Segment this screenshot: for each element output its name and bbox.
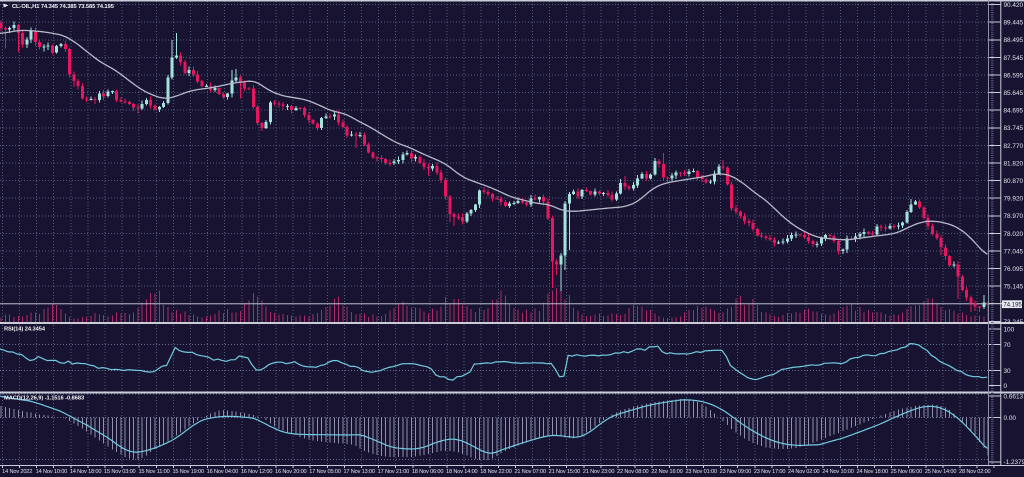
svg-text:17 Nov 05:00: 17 Nov 05:00 bbox=[309, 469, 341, 475]
svg-text:83.745: 83.745 bbox=[1004, 125, 1024, 132]
svg-text:18 Nov 06:00: 18 Nov 06:00 bbox=[412, 469, 444, 475]
svg-text:22 Nov 08:00: 22 Nov 08:00 bbox=[617, 469, 649, 475]
svg-text:22 Nov 16:00: 22 Nov 16:00 bbox=[651, 469, 683, 475]
svg-text:25 Nov 06:00: 25 Nov 06:00 bbox=[891, 469, 923, 475]
svg-text:15 Nov 11:00: 15 Nov 11:00 bbox=[138, 469, 169, 475]
svg-text:76.095: 76.095 bbox=[1004, 266, 1024, 273]
svg-text:0.6613: 0.6613 bbox=[1004, 393, 1024, 400]
svg-text:21 Nov 15:00: 21 Nov 15:00 bbox=[549, 469, 581, 475]
svg-text:28 Nov 02:00: 28 Nov 02:00 bbox=[959, 469, 991, 475]
svg-text:14 Nov 2022: 14 Nov 2022 bbox=[2, 469, 32, 475]
svg-text:85.645: 85.645 bbox=[1004, 90, 1024, 97]
svg-text:89.445: 89.445 bbox=[1004, 20, 1024, 27]
svg-text:80.870: 80.870 bbox=[1004, 178, 1024, 185]
svg-text:23 Nov 17:00: 23 Nov 17:00 bbox=[754, 469, 786, 475]
svg-text:77.045: 77.045 bbox=[1004, 248, 1024, 255]
svg-text:25 Nov 14:00: 25 Nov 14:00 bbox=[925, 469, 957, 475]
svg-text:15 Nov 03:00: 15 Nov 03:00 bbox=[104, 469, 136, 475]
svg-text:78.970: 78.970 bbox=[1004, 213, 1024, 220]
svg-text:30: 30 bbox=[1004, 368, 1012, 375]
svg-text:23 Nov 09:00: 23 Nov 09:00 bbox=[720, 469, 752, 475]
svg-text:74.195: 74.195 bbox=[1003, 303, 1022, 309]
svg-text:24 Nov 18:00: 24 Nov 18:00 bbox=[856, 469, 888, 475]
svg-text:RSI(14) 24.3454: RSI(14) 24.3454 bbox=[4, 327, 46, 333]
svg-text:79.920: 79.920 bbox=[1004, 196, 1024, 203]
svg-text:84.695: 84.695 bbox=[1004, 108, 1024, 115]
svg-text:21 Nov 23:00: 21 Nov 23:00 bbox=[583, 469, 615, 475]
svg-text:-1.2379: -1.2379 bbox=[1004, 459, 1024, 466]
svg-text:78.020: 78.020 bbox=[1004, 231, 1024, 238]
svg-text:16 Nov 04:00: 16 Nov 04:00 bbox=[207, 469, 239, 475]
svg-text:73.245: 73.245 bbox=[1004, 319, 1024, 326]
svg-text:0: 0 bbox=[1004, 383, 1008, 390]
svg-text:70: 70 bbox=[1004, 342, 1012, 349]
svg-text:100: 100 bbox=[1004, 326, 1015, 333]
svg-text:75.145: 75.145 bbox=[1004, 284, 1024, 291]
svg-text:21 Nov 07:00: 21 Nov 07:00 bbox=[514, 469, 546, 475]
svg-text:16 Nov 20:00: 16 Nov 20:00 bbox=[275, 469, 307, 475]
svg-text:16 Nov 12:00: 16 Nov 12:00 bbox=[241, 469, 273, 475]
svg-text:81.820: 81.820 bbox=[1004, 160, 1024, 167]
svg-text:0.00: 0.00 bbox=[1004, 415, 1017, 422]
svg-text:82.770: 82.770 bbox=[1004, 143, 1024, 150]
svg-text:15 Nov 19:00: 15 Nov 19:00 bbox=[172, 469, 204, 475]
svg-text:18 Nov 14:00: 18 Nov 14:00 bbox=[446, 469, 478, 475]
svg-text:86.595: 86.595 bbox=[1004, 72, 1024, 79]
svg-text:18 Nov 22:00: 18 Nov 22:00 bbox=[480, 469, 512, 475]
svg-text:14 Nov 10:00: 14 Nov 10:00 bbox=[36, 469, 68, 475]
svg-text:24 Nov 10:00: 24 Nov 10:00 bbox=[822, 469, 854, 475]
svg-text:90.420: 90.420 bbox=[1004, 2, 1024, 9]
svg-text:23 Nov 01:00: 23 Nov 01:00 bbox=[685, 469, 717, 475]
svg-text:17 Nov 21:00: 17 Nov 21:00 bbox=[378, 469, 410, 475]
svg-text:88.495: 88.495 bbox=[1004, 37, 1024, 44]
svg-text:CL-OIL,H1 74.345 74.385 73.585: CL-OIL,H1 74.345 74.385 73.585 74.195 bbox=[12, 4, 114, 10]
svg-text:17 Nov 13:00: 17 Nov 13:00 bbox=[343, 469, 375, 475]
svg-text:87.545: 87.545 bbox=[1004, 55, 1024, 62]
svg-text:14 Nov 18:00: 14 Nov 18:00 bbox=[70, 469, 102, 475]
svg-text:24 Nov 02:00: 24 Nov 02:00 bbox=[788, 469, 820, 475]
svg-text:MACD(12,26,9) -1.1516 -0.8683: MACD(12,26,9) -1.1516 -0.8683 bbox=[4, 396, 84, 402]
